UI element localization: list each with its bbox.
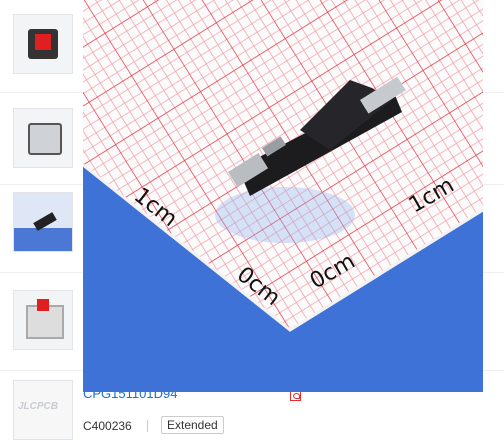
thumbnail[interactable] (13, 290, 73, 350)
separator (147, 420, 148, 432)
watermark: JLCPCB (18, 401, 59, 412)
thumbnail[interactable] (13, 108, 73, 168)
thumbnail[interactable] (13, 14, 73, 74)
part-code: C400236 (83, 419, 132, 433)
thumbnail[interactable] (13, 192, 73, 252)
zoom-image: 1cm 1cm 0cm 0cm (83, 0, 483, 392)
library-tag: Extended (161, 416, 224, 434)
thumbnail[interactable]: JLCPCB (13, 380, 73, 440)
